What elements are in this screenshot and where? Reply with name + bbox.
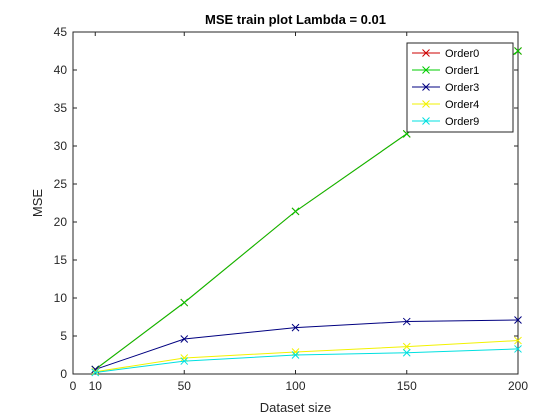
- x-tick-label: 100: [285, 379, 305, 393]
- y-tick-label: 35: [54, 101, 68, 115]
- data-point-order4: [180, 354, 189, 362]
- data-point-order4: [91, 367, 100, 376]
- legend-marker: [422, 83, 430, 91]
- legend-marker: [422, 117, 430, 125]
- x-axis-label: Dataset size: [260, 400, 332, 415]
- y-tick-label: 25: [54, 177, 68, 191]
- data-point-order4: [402, 342, 411, 351]
- x-tick-label: 150: [397, 379, 417, 393]
- data-point-order9: [291, 351, 300, 359]
- legend-entry: Order4: [445, 99, 479, 111]
- legend-marker: [422, 100, 430, 108]
- y-tick-label: 20: [54, 215, 68, 229]
- data-point-order3: [402, 317, 411, 326]
- y-tick-label: 40: [54, 63, 68, 77]
- y-tick-label: 0: [60, 367, 67, 381]
- x-tick-label: 0: [70, 379, 77, 393]
- data-point-order1: [291, 207, 300, 216]
- y-tick-label: 15: [54, 253, 68, 267]
- data-point-order9: [402, 348, 411, 357]
- data-point-order9: [180, 357, 189, 365]
- legend-entry: Order9: [445, 116, 479, 128]
- legend-entry: Order1: [445, 65, 479, 77]
- y-axis-label: MSE: [30, 189, 45, 218]
- data-point-order4: [291, 348, 300, 356]
- data-point-order3: [180, 335, 189, 343]
- data-point-order3: [514, 316, 522, 324]
- x-tick-label: 10: [89, 379, 103, 393]
- y-tick-label: 5: [60, 329, 67, 343]
- x-tick-label: 50: [178, 379, 192, 393]
- data-point-order1: [180, 298, 189, 307]
- data-point-order4: [514, 336, 522, 345]
- legend-entry: Order0: [445, 48, 479, 60]
- data-point-order9: [91, 368, 100, 377]
- data-point-order3: [291, 323, 300, 332]
- legend-marker: [422, 49, 430, 57]
- legend-marker: [422, 66, 430, 74]
- y-tick-label: 10: [54, 291, 68, 305]
- data-point-order1: [514, 47, 522, 55]
- x-tick-label: 200: [508, 379, 528, 393]
- y-tick-label: 30: [54, 139, 68, 153]
- legend-entry: Order3: [445, 82, 479, 94]
- chart-title: MSE train plot Lambda = 0.01: [205, 12, 386, 27]
- y-tick-label: 45: [54, 25, 68, 39]
- data-point-order9: [514, 345, 522, 353]
